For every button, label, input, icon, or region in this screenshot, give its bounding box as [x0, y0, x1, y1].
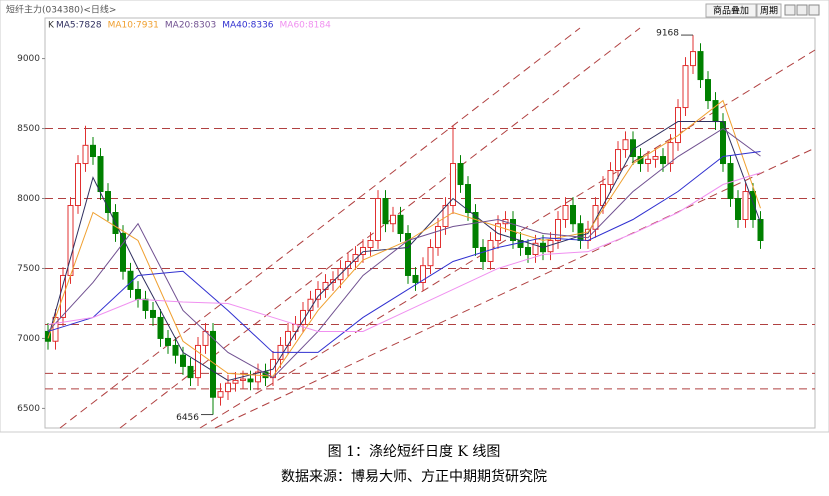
candle-body — [412, 274, 419, 283]
candle-body — [577, 223, 584, 241]
candle-body — [645, 158, 651, 165]
candle-body — [420, 265, 426, 283]
candle-body — [682, 65, 689, 109]
candle-body — [375, 198, 381, 241]
annotation: 6456 — [176, 413, 199, 423]
legend-entry: MA20:8303 — [165, 21, 216, 31]
candle-body — [532, 242, 539, 255]
y-tick-label: 9000 — [17, 54, 40, 64]
trend-line — [59, 27, 581, 429]
candle-body — [255, 371, 261, 383]
trend-line — [214, 147, 816, 429]
candle-body — [232, 379, 239, 384]
y-tick-label: 6500 — [17, 404, 40, 414]
candle-body — [735, 198, 741, 221]
annotation: 9168 — [656, 29, 679, 39]
candle-body — [615, 149, 621, 172]
candle-body — [367, 239, 374, 248]
candle-body — [757, 219, 764, 241]
chart-header: 短纤主力(034380)<日线> — [6, 4, 116, 16]
candle-body — [435, 225, 441, 248]
candle-body — [105, 191, 111, 214]
legend-entry: MA10:7931 — [108, 21, 159, 31]
icon[interactable] — [796, 4, 808, 16]
candle-body — [405, 232, 411, 276]
candle-body — [285, 330, 291, 346]
candle-body — [225, 382, 231, 393]
candle-body — [727, 163, 734, 200]
candle-body — [120, 232, 126, 272]
candle-body — [750, 191, 756, 221]
candle-body — [157, 316, 164, 339]
candle-body — [382, 198, 389, 225]
candle-body — [240, 378, 246, 381]
ma-line — [47, 150, 761, 353]
candle-body — [675, 107, 681, 144]
y-tick-label: 8500 — [17, 124, 40, 134]
caption-source: 数据来源：博易大师、方正中期期货研究院 — [281, 468, 547, 485]
candle-body — [465, 184, 471, 214]
candle-body — [352, 253, 359, 262]
candle-body — [570, 205, 576, 225]
button-label[interactable]: 商品叠加 — [713, 5, 749, 17]
candle-body — [345, 260, 351, 269]
candle-body — [562, 205, 569, 221]
candle-body — [457, 163, 464, 186]
candle-body — [187, 365, 194, 379]
candle-body — [652, 156, 659, 160]
y-tick-label: 7500 — [17, 264, 40, 274]
candle-body — [142, 298, 149, 311]
candle-body — [82, 144, 89, 165]
candle-body — [90, 144, 96, 158]
candle-body — [247, 378, 254, 383]
candle-body — [217, 391, 224, 398]
candle-body — [705, 79, 711, 102]
y-tick-label: 8000 — [17, 194, 40, 204]
caption-title: 图 1：涤纶短纤日度 K 线图 — [328, 444, 501, 460]
candle-body — [472, 212, 479, 248]
candle-body — [555, 219, 561, 241]
legend-entry: MA60:8184 — [280, 21, 332, 31]
candle-body — [667, 142, 674, 165]
candle-body — [397, 214, 404, 234]
candle-body — [172, 344, 179, 356]
candle-body — [390, 214, 396, 225]
candle-body — [97, 156, 104, 193]
button[interactable] — [705, 3, 757, 18]
button[interactable] — [756, 3, 782, 18]
candle-body — [660, 156, 666, 165]
axis-label: K — [48, 21, 55, 31]
legend-entry: MA5:7828 — [56, 21, 102, 31]
y-tick-label: 7000 — [17, 334, 40, 344]
candle-body — [622, 139, 629, 151]
candle-body — [742, 191, 749, 221]
candle-body — [487, 239, 494, 262]
candle-body — [712, 100, 719, 123]
candle-body — [450, 163, 456, 207]
candle-body — [720, 121, 726, 165]
candle-body — [690, 51, 696, 67]
icon[interactable] — [784, 4, 796, 16]
candle-body — [697, 51, 704, 81]
legend-entry: MA40:8336 — [222, 21, 274, 31]
ma-line — [47, 172, 761, 332]
ma-line — [47, 127, 761, 379]
candle-body — [607, 170, 614, 186]
candle-body — [427, 246, 434, 267]
button-label[interactable]: 周期 — [760, 6, 778, 17]
icon[interactable] — [808, 4, 820, 16]
ma-line — [47, 121, 761, 381]
candle-body — [165, 337, 171, 346]
candle-body — [480, 246, 486, 262]
candle-body — [180, 354, 186, 367]
candle-body — [135, 288, 141, 300]
candle-body — [525, 246, 531, 255]
candle-body — [75, 163, 81, 207]
candle-body — [150, 309, 156, 318]
